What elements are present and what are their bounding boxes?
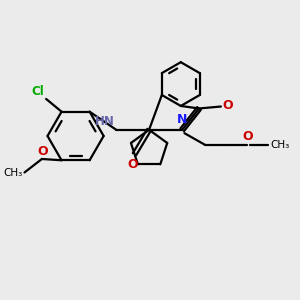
Text: O: O <box>242 130 253 143</box>
Text: O: O <box>37 145 48 158</box>
Text: CH₃: CH₃ <box>3 168 22 178</box>
Text: Cl: Cl <box>31 85 44 98</box>
Text: CH₃: CH₃ <box>270 140 289 150</box>
Text: O: O <box>128 158 138 171</box>
Text: O: O <box>223 100 233 112</box>
Text: HN: HN <box>95 116 115 128</box>
Text: N: N <box>177 113 188 126</box>
